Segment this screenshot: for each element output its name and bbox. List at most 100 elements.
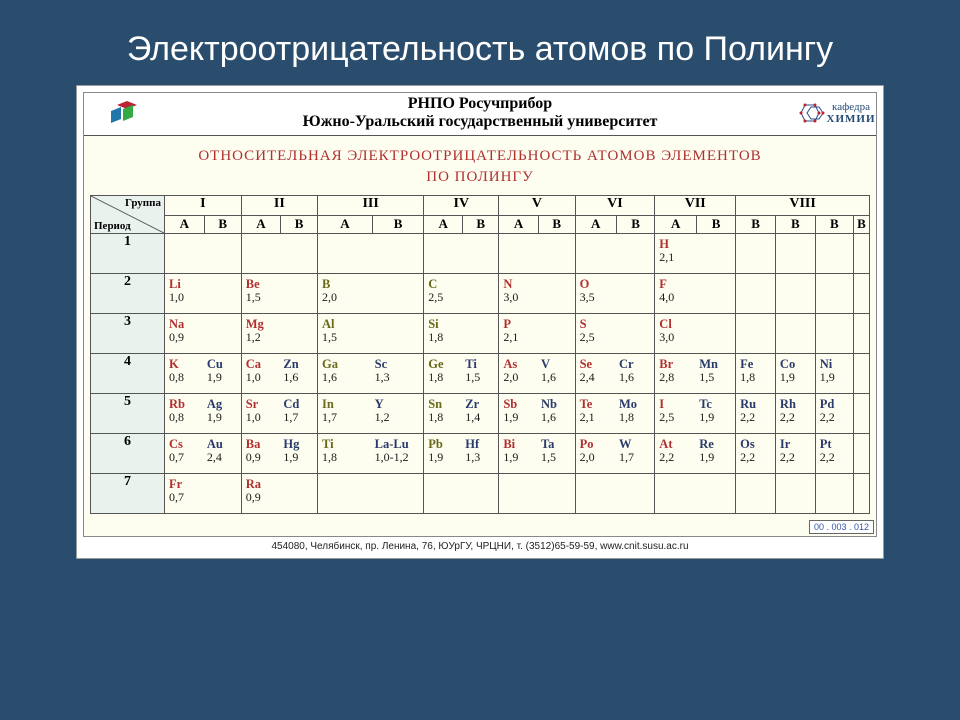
element-cell: Sb1,9Nb1,6 bbox=[499, 394, 575, 434]
element-cell: Fr0,7 bbox=[165, 474, 242, 514]
element-cell: At2,2Re1,9 bbox=[655, 434, 736, 474]
element-cell: Ru2,2 bbox=[736, 394, 776, 434]
table-row: 3Na0,9Mg1,2Al1,5Si1,8P2,1S2,5Cl3,0 bbox=[91, 314, 870, 354]
sub-row: ABABABABABABABBBBB bbox=[91, 216, 870, 234]
element-cell: Ra0,9 bbox=[241, 474, 317, 514]
code-box: 00 . 003 . 012 bbox=[809, 520, 874, 534]
sub-header: A bbox=[655, 216, 697, 234]
element-cell: Po2,0W1,7 bbox=[575, 434, 655, 474]
element-cell: Ca1,0Zn1,6 bbox=[241, 354, 317, 394]
group-header: VII bbox=[655, 196, 736, 216]
element-cell: Rb0,8Ag1,9 bbox=[165, 394, 242, 434]
table-row: 4K0,8Cu1,9Ca1,0Zn1,6Ga1,6Sc1,3Ge1,8Ti1,5… bbox=[91, 354, 870, 394]
element-cell: K0,8Cu1,9 bbox=[165, 354, 242, 394]
group-header: V bbox=[499, 196, 575, 216]
element-cell: Ti1,8La-Lu1,0-1,2 bbox=[318, 434, 424, 474]
element-cell: B2,0 bbox=[318, 274, 424, 314]
sub-header: A bbox=[241, 216, 280, 234]
element-cell bbox=[775, 274, 815, 314]
element-cell bbox=[853, 314, 869, 354]
period-cell: 3 bbox=[91, 314, 165, 354]
sub-header: A bbox=[499, 216, 538, 234]
period-cell: 4 bbox=[91, 354, 165, 394]
group-header: III bbox=[318, 196, 424, 216]
group-header: IV bbox=[424, 196, 499, 216]
period-cell: 6 bbox=[91, 434, 165, 474]
molecule-icon bbox=[797, 101, 825, 127]
table-row: 5Rb0,8Ag1,9Sr1,0Cd1,7In1,7Y1,2Sn1,8Zr1,4… bbox=[91, 394, 870, 434]
element-cell: Rh2,2 bbox=[775, 394, 815, 434]
sub-header: A bbox=[424, 216, 463, 234]
header-line2: Южно-Уральский государственный университ… bbox=[164, 113, 796, 131]
element-cell: Ni1,9 bbox=[815, 354, 853, 394]
sub-header: A bbox=[165, 216, 205, 234]
group-row: Группа Период IIIIIIIVVVIVIIVIII bbox=[91, 196, 870, 216]
element-cell: Ga1,6Sc1,3 bbox=[318, 354, 424, 394]
element-cell: Pd2,2 bbox=[815, 394, 853, 434]
element-cell: Pb1,9Hf1,3 bbox=[424, 434, 499, 474]
cube-logo-icon bbox=[107, 99, 141, 129]
element-cell bbox=[424, 234, 499, 274]
table-row: 7Fr0,7Ra0,9 bbox=[91, 474, 870, 514]
element-cell bbox=[853, 354, 869, 394]
element-cell bbox=[575, 234, 655, 274]
periodic-table: Группа Период IIIIIIIVVVIVIIVIII ABABABA… bbox=[90, 195, 870, 514]
element-cell: C2,5 bbox=[424, 274, 499, 314]
element-cell: Fe1,8 bbox=[736, 354, 776, 394]
table-row: 2Li1,0Be1,5B2,0C2,5N3,0O3,5F4,0 bbox=[91, 274, 870, 314]
sub-header: B bbox=[463, 216, 499, 234]
element-cell: I2,5Tc1,9 bbox=[655, 394, 736, 434]
element-cell: Li1,0 bbox=[165, 274, 242, 314]
period-cell: 2 bbox=[91, 274, 165, 314]
group-header: VI bbox=[575, 196, 655, 216]
element-cell bbox=[775, 234, 815, 274]
element-cell bbox=[575, 474, 655, 514]
period-cell: 7 bbox=[91, 474, 165, 514]
element-cell bbox=[736, 474, 776, 514]
element-cell bbox=[775, 474, 815, 514]
element-cell: S2,5 bbox=[575, 314, 655, 354]
element-cell: Bi1,9Ta1,5 bbox=[499, 434, 575, 474]
group-header: VIII bbox=[736, 196, 870, 216]
sub-header: B bbox=[538, 216, 575, 234]
kafedra-bottom: ХИМИИ bbox=[827, 114, 876, 126]
table-row: 1 H2,1 bbox=[91, 234, 870, 274]
element-cell: H2,1 bbox=[655, 234, 736, 274]
card-header: РНПО Росучприбор Южно-Уральский государс… bbox=[84, 93, 876, 136]
sub-header: A bbox=[575, 216, 616, 234]
sub-header: B bbox=[372, 216, 423, 234]
element-cell bbox=[815, 314, 853, 354]
element-cell: Mg1,2 bbox=[241, 314, 317, 354]
sub-header: B bbox=[775, 216, 815, 234]
slide-title: Электроотрицательность атомов по Полингу bbox=[0, 0, 960, 85]
element-cell bbox=[815, 274, 853, 314]
sub-header: B bbox=[697, 216, 736, 234]
element-cell: Se2,4Cr1,6 bbox=[575, 354, 655, 394]
corner-cell: Группа Период bbox=[91, 196, 165, 234]
element-cell: O3,5 bbox=[575, 274, 655, 314]
element-cell: As2,0V1,6 bbox=[499, 354, 575, 394]
element-cell bbox=[499, 234, 575, 274]
element-cell: P2,1 bbox=[499, 314, 575, 354]
element-cell: Sr1,0Cd1,7 bbox=[241, 394, 317, 434]
sub-header: B bbox=[204, 216, 241, 234]
element-cell: Si1,8 bbox=[424, 314, 499, 354]
element-cell bbox=[853, 234, 869, 274]
element-cell bbox=[815, 474, 853, 514]
group-header: I bbox=[165, 196, 242, 216]
element-cell bbox=[736, 314, 776, 354]
element-cell: Br2,8Mn1,5 bbox=[655, 354, 736, 394]
sub-header: B bbox=[736, 216, 776, 234]
element-cell bbox=[853, 274, 869, 314]
logo-right: кафедра ХИМИИ bbox=[796, 93, 876, 135]
element-cell: Co1,9 bbox=[775, 354, 815, 394]
footer-text: 454080, Челябинск, пр. Ленина, 76, ЮУрГУ… bbox=[83, 537, 877, 552]
element-cell: Ge1,8Ti1,5 bbox=[424, 354, 499, 394]
element-cell bbox=[424, 474, 499, 514]
table-card: РНПО Росучприбор Южно-Уральский государс… bbox=[76, 85, 884, 560]
group-header: II bbox=[241, 196, 317, 216]
element-cell: F4,0 bbox=[655, 274, 736, 314]
element-cell: Cs0,7Au2,4 bbox=[165, 434, 242, 474]
period-cell: 1 bbox=[91, 234, 165, 274]
table-row: 6Cs0,7Au2,4Ba0,9Hg1,9Ti1,8La-Lu1,0-1,2Pb… bbox=[91, 434, 870, 474]
